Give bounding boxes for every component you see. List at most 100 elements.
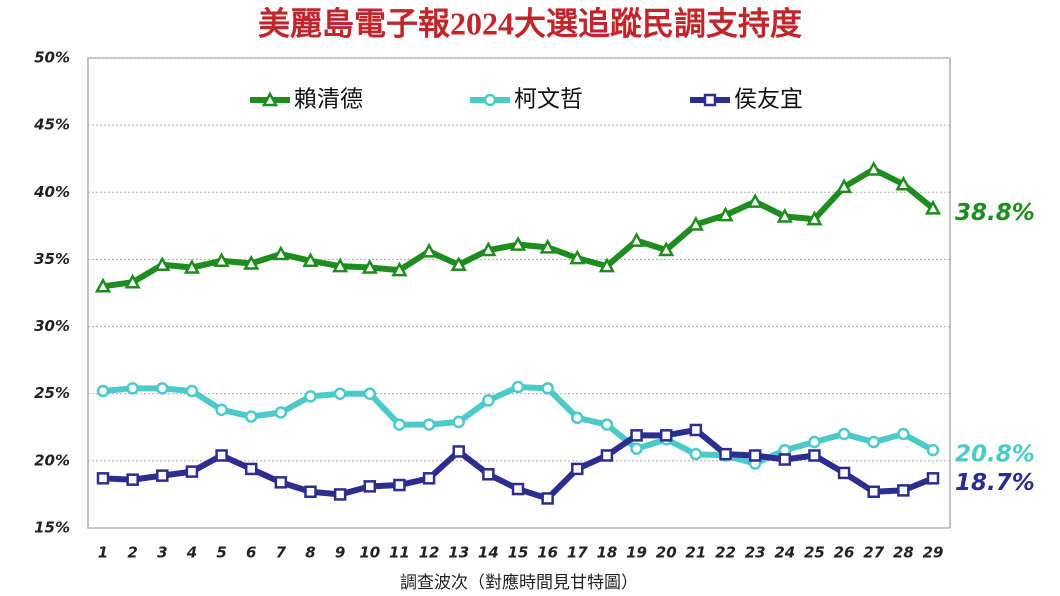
point-marker (422, 418, 436, 431)
point-marker (776, 207, 793, 223)
point-marker (628, 232, 645, 247)
x-tick-label: 16 (537, 544, 558, 562)
legend-marker (261, 91, 279, 107)
y-tick-label: 25% (34, 384, 70, 402)
point-marker (598, 257, 616, 273)
x-tick-label: 26 (834, 544, 855, 562)
point-marker (689, 447, 703, 461)
x-tick-label: 23 (745, 544, 766, 562)
x-tick-label: 10 (359, 544, 380, 562)
x-tick-label: 19 (626, 544, 647, 562)
point-marker (361, 258, 378, 274)
point-marker (124, 273, 141, 289)
point-marker (244, 410, 258, 423)
point-marker (183, 258, 201, 274)
y-tick-label: 15% (34, 519, 70, 537)
y-tick-label: 45% (33, 116, 70, 134)
x-tick-label: 29 (923, 544, 944, 562)
x-tick-label: 14 (478, 544, 499, 562)
x-tick-label: 28 (893, 544, 914, 562)
point-marker (215, 449, 228, 462)
point-marker (213, 252, 230, 268)
point-marker (96, 384, 110, 398)
plot-frame (87, 57, 951, 529)
point-marker (272, 245, 289, 261)
legend-marker (483, 93, 497, 107)
x-tick-label: 20 (656, 544, 677, 562)
point-marker (778, 453, 792, 466)
point-marker (659, 429, 673, 442)
legend-marker (703, 93, 717, 107)
point-marker (808, 449, 821, 462)
point-marker (630, 442, 643, 456)
point-marker (304, 390, 317, 403)
point-marker (837, 427, 851, 441)
point-marker (511, 380, 525, 394)
x-axis-label: 調查波次（對應時間見甘特圖） (400, 572, 638, 593)
x-tick-label: 9 (335, 544, 345, 562)
legend-label: 賴清德 (294, 87, 363, 113)
point-marker (865, 160, 882, 176)
point-marker (600, 418, 614, 431)
x-tick-label: 5 (216, 544, 226, 562)
x-tick-label: 13 (448, 544, 469, 562)
point-marker (333, 387, 347, 400)
point-marker (450, 256, 467, 272)
point-marker (867, 485, 880, 498)
point-marker (156, 469, 169, 482)
point-marker (895, 175, 912, 191)
data-label: 18.7% (955, 470, 1035, 496)
point-marker (897, 484, 910, 497)
point-marker (126, 473, 139, 486)
point-marker (806, 210, 823, 226)
point-marker (393, 478, 406, 492)
point-marker (717, 206, 734, 222)
point-marker (482, 394, 495, 407)
legend-label: 柯文哲 (514, 87, 583, 113)
point-marker (244, 462, 258, 476)
data-label: 20.8% (955, 442, 1035, 468)
x-tick-label: 7 (276, 544, 287, 562)
point-marker (748, 449, 762, 462)
point-marker (243, 254, 260, 270)
point-marker (897, 427, 910, 441)
point-marker (747, 193, 764, 208)
point-marker (569, 249, 586, 265)
point-marker (185, 465, 199, 478)
point-marker (867, 435, 880, 449)
y-tick-label: 20% (34, 451, 70, 469)
x-tick-label: 12 (419, 544, 440, 562)
point-marker (332, 257, 349, 273)
point-marker (363, 387, 377, 400)
y-tick-label: 35% (34, 250, 70, 268)
point-marker (571, 411, 584, 425)
x-tick-label: 21 (685, 544, 706, 562)
y-tick-label: 50% (34, 49, 70, 67)
x-tick-label: 1 (98, 544, 108, 562)
point-marker (126, 382, 139, 395)
point-marker (926, 472, 940, 485)
point-marker (837, 466, 851, 480)
point-marker (808, 435, 821, 449)
point-marker (96, 472, 110, 485)
point-marker (304, 485, 317, 498)
legend-label: 侯友宜 (734, 87, 803, 113)
point-marker (541, 492, 554, 505)
point-marker (539, 238, 556, 254)
x-tick-label: 6 (246, 544, 256, 562)
point-marker (452, 415, 465, 429)
x-tick-label: 24 (774, 544, 795, 562)
point-marker (719, 447, 732, 461)
point-marker (302, 252, 319, 268)
x-tick-label: 8 (305, 544, 315, 562)
point-marker (658, 241, 675, 257)
point-marker (391, 261, 408, 277)
point-marker (274, 476, 288, 489)
x-tick-label: 22 (715, 544, 736, 562)
point-marker (274, 406, 288, 419)
point-marker (156, 382, 169, 395)
point-marker (541, 382, 554, 395)
data-label: 38.8% (955, 200, 1035, 226)
point-marker (480, 241, 497, 257)
